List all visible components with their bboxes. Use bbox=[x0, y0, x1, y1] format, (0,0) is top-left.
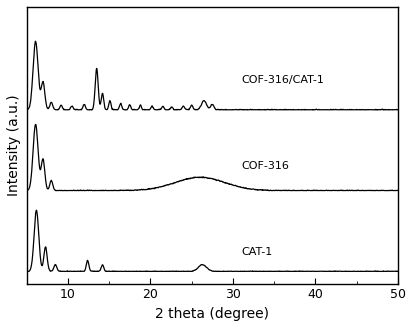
Y-axis label: Intensity (a.u.): Intensity (a.u.) bbox=[7, 94, 21, 196]
X-axis label: 2 theta (degree): 2 theta (degree) bbox=[155, 307, 269, 321]
Text: COF-316: COF-316 bbox=[241, 161, 289, 171]
Text: COF-316/CAT-1: COF-316/CAT-1 bbox=[241, 75, 324, 85]
Text: CAT-1: CAT-1 bbox=[241, 247, 273, 257]
